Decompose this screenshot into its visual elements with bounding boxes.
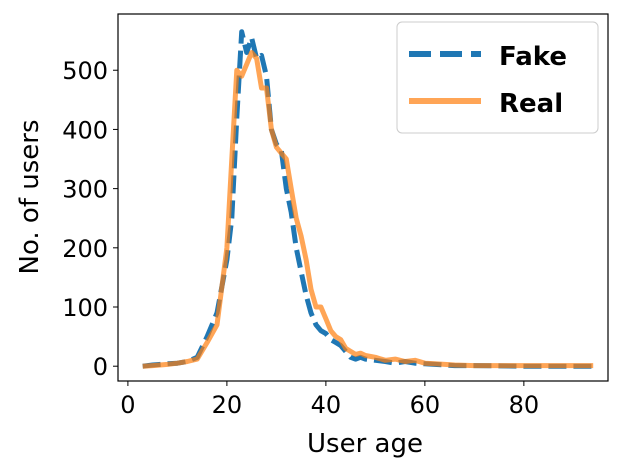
x-tick-label: 40 bbox=[311, 391, 342, 419]
legend-box bbox=[396, 21, 599, 134]
legend: Fake Real bbox=[396, 21, 599, 134]
y-axis-label: No. of users bbox=[15, 119, 45, 274]
ticks-layer: 0 20 40 60 80 0 100 200 300 400 500 bbox=[62, 57, 539, 419]
legend-real-label: Real bbox=[499, 89, 563, 119]
y-tick-label: 200 bbox=[62, 235, 108, 263]
plot-frame bbox=[117, 13, 609, 382]
legend-fake-label: Fake bbox=[499, 42, 567, 72]
x-tick-label: 60 bbox=[410, 391, 441, 419]
x-axis-label: User age bbox=[307, 429, 423, 459]
y-tick-label: 500 bbox=[62, 57, 108, 85]
series-line-real bbox=[142, 50, 594, 369]
y-tick-label: 300 bbox=[62, 176, 108, 204]
x-tick-label: 0 bbox=[120, 391, 135, 419]
x-tick-label: 80 bbox=[509, 391, 540, 419]
y-tick-label: 100 bbox=[62, 294, 108, 322]
y-tick-label: 0 bbox=[93, 353, 108, 381]
series-layer bbox=[142, 29, 594, 369]
y-tick-label: 400 bbox=[62, 116, 108, 144]
x-tick-label: 20 bbox=[212, 391, 243, 419]
